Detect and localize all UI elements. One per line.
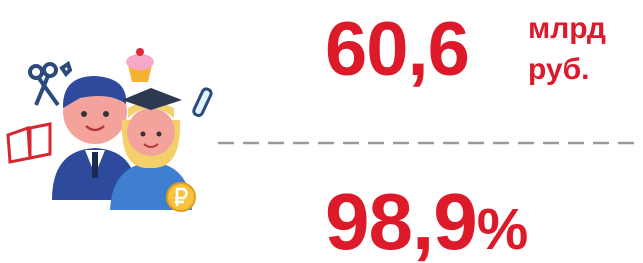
stat-unit: руб. bbox=[528, 55, 589, 85]
book-icon bbox=[8, 124, 50, 162]
illustration bbox=[0, 0, 215, 263]
infographic: 60,6 млрд руб. 98,9% bbox=[0, 0, 643, 263]
stat-row: 98,9% bbox=[325, 182, 527, 262]
stat-unit: млрд bbox=[528, 14, 606, 44]
divider bbox=[218, 141, 643, 145]
stat-value: 60,6 bbox=[325, 12, 469, 88]
stat-unit: % bbox=[477, 197, 528, 262]
tube-icon bbox=[192, 88, 212, 117]
coin-icon bbox=[167, 183, 195, 211]
stat-value: 98,9 bbox=[325, 177, 477, 263]
cupcake-icon bbox=[126, 48, 154, 82]
